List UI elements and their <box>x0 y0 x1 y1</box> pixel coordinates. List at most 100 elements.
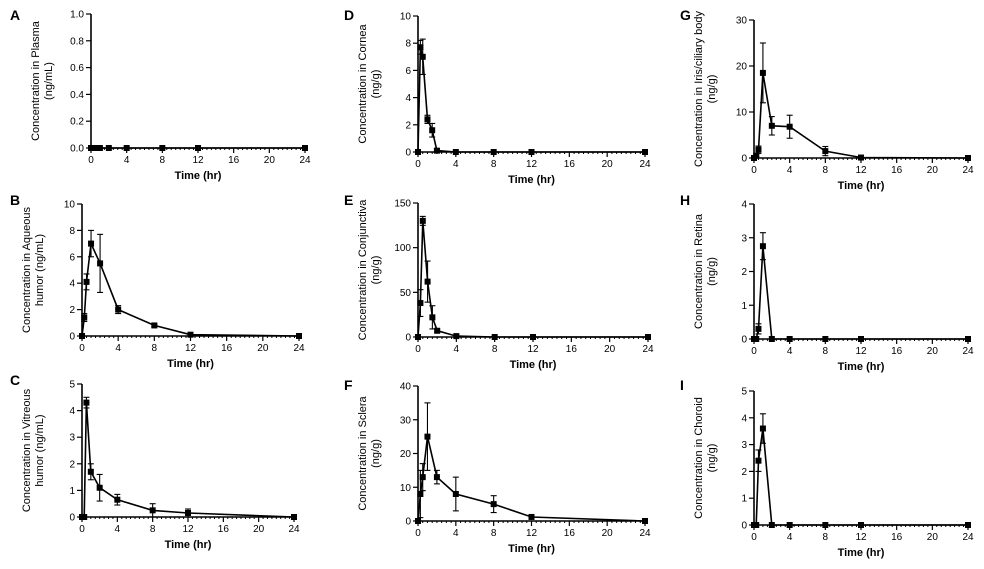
y-tick-label: 2 <box>405 120 411 131</box>
y-tick-label: 30 <box>736 16 748 27</box>
y-tick-label: 50 <box>400 288 412 299</box>
x-tick-label: 24 <box>293 343 305 354</box>
y-axis-title-line: Concentration in Vitreous <box>21 388 33 512</box>
data-point <box>415 149 421 155</box>
data-point <box>79 333 85 339</box>
data-point <box>528 149 535 155</box>
x-tick-label: 8 <box>823 165 829 176</box>
data-point <box>302 145 308 151</box>
panel-label: C <box>10 372 20 388</box>
x-tick-label: 20 <box>602 528 614 539</box>
panel-label: B <box>10 192 20 208</box>
data-point <box>965 336 971 342</box>
y-tick-label: 20 <box>400 449 412 460</box>
x-tick-label: 16 <box>564 159 576 170</box>
y-tick-label: 4 <box>69 406 75 417</box>
data-point <box>92 145 99 151</box>
x-tick-label: 20 <box>253 524 265 535</box>
data-point <box>429 127 436 134</box>
y-tick-label: 4 <box>405 93 411 104</box>
data-point <box>195 145 201 151</box>
x-tick-label: 12 <box>855 346 867 357</box>
data-point <box>417 44 424 51</box>
data-point <box>822 336 829 342</box>
series-line <box>753 72 969 159</box>
data-point <box>88 240 95 247</box>
y-axis-title-line: Concentration in Sclera <box>357 395 369 510</box>
y-tick-label: 100 <box>394 243 411 254</box>
chart-panel-g: G 0 4 8 12 16 20 24 0 10 20 30 Time (hr) Concentratio… <box>680 7 974 192</box>
data-point <box>858 154 864 161</box>
x-tick-label: 16 <box>218 524 230 535</box>
data-point <box>530 334 536 340</box>
data-point <box>417 491 424 497</box>
x-tick-label: 8 <box>491 159 497 170</box>
y-tick-label: 1 <box>741 494 747 505</box>
series-line <box>417 47 645 153</box>
data-point <box>642 518 648 524</box>
x-tick-label: 4 <box>787 532 793 543</box>
x-tick-label: 20 <box>927 165 939 176</box>
y-axis-title-line: Concentration in Conjunctiva <box>357 199 369 341</box>
data-point <box>491 334 498 340</box>
y-tick-label: 0.6 <box>70 63 84 74</box>
series-line <box>417 436 646 522</box>
data-point <box>81 314 88 321</box>
x-axis-title: Time (hr) <box>165 539 212 551</box>
x-tick-label: 0 <box>415 159 421 170</box>
y-tick-label: 4 <box>741 200 747 211</box>
x-axis-title: Time (hr) <box>838 180 885 192</box>
x-tick-label: 12 <box>855 165 867 176</box>
data-point <box>97 260 104 267</box>
data-point <box>753 336 760 342</box>
data-point <box>822 148 829 155</box>
y-tick-label: 0 <box>741 521 747 532</box>
x-axis-title: Time (hr) <box>838 547 885 559</box>
series-line <box>82 402 295 518</box>
x-tick-label: 20 <box>264 155 276 166</box>
y-tick-label: 1 <box>69 486 75 497</box>
y-tick-label: 10 <box>736 108 748 119</box>
y-tick-label: 5 <box>69 380 75 391</box>
y-tick-label: 0.2 <box>70 117 84 128</box>
x-tick-label: 16 <box>891 346 903 357</box>
data-point <box>415 334 421 340</box>
panel-label: G <box>680 7 691 23</box>
x-tick-label: 4 <box>454 344 460 355</box>
data-point <box>429 314 436 321</box>
x-tick-label: 0 <box>79 343 85 354</box>
data-point <box>965 155 971 161</box>
y-tick-label: 5 <box>741 387 747 398</box>
panel-label: A <box>10 7 20 23</box>
y-tick-label: 6 <box>69 252 75 263</box>
data-point <box>759 243 766 250</box>
x-axis-title: Time (hr) <box>508 174 555 186</box>
data-point <box>96 484 103 491</box>
x-tick-label: 0 <box>751 532 757 543</box>
y-axis-title-line: humor (ng/mL) <box>34 234 46 306</box>
series-line <box>417 220 648 338</box>
y-tick-label: 30 <box>400 415 412 426</box>
data-point <box>768 122 775 129</box>
y-axis-title-line: (ng/g) <box>370 256 382 285</box>
y-tick-label: 2 <box>69 305 75 316</box>
x-tick-label: 24 <box>962 532 974 543</box>
data-point <box>490 501 497 508</box>
x-tick-label: 24 <box>962 346 974 357</box>
y-tick-label: 0 <box>405 333 411 344</box>
data-point <box>415 518 421 524</box>
data-point <box>291 514 297 520</box>
data-point <box>424 116 431 123</box>
series-line <box>754 246 968 340</box>
y-tick-label: 10 <box>400 483 412 494</box>
y-axis-title-line: Concentration in Choroid <box>693 397 705 519</box>
data-point <box>645 334 651 340</box>
y-axis-title-line: Concentration in Cornea <box>357 24 369 144</box>
y-tick-label: 1.0 <box>70 10 84 21</box>
data-point <box>296 333 302 339</box>
